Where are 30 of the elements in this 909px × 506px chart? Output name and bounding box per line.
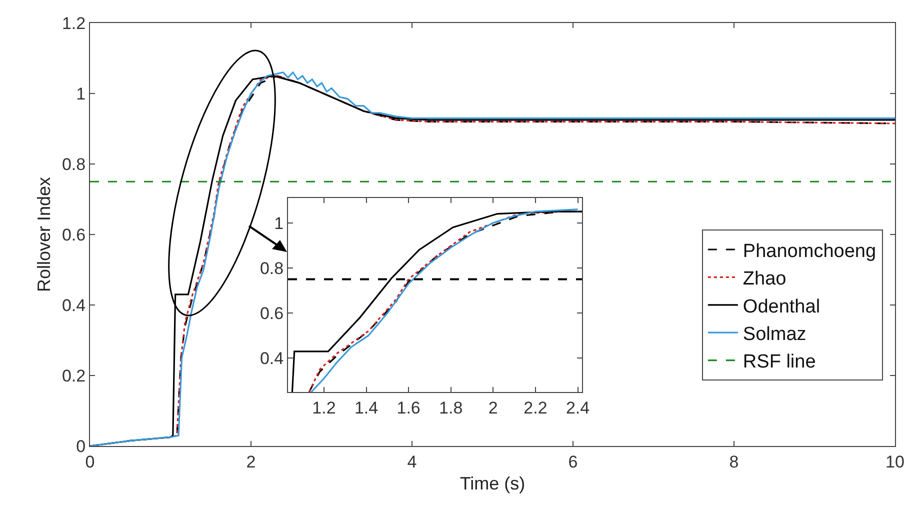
y-tick-label: 1 (274, 214, 284, 233)
y-axis-title: Rollover Index (34, 176, 54, 292)
y-tick-label: 0.4 (62, 296, 86, 315)
x-tick-label: 2 (488, 398, 498, 418)
legend-label: Solmaz (742, 324, 806, 345)
x-tick-label: 1.8 (439, 398, 463, 418)
legend-label: Phanomchoeng (742, 240, 876, 262)
y-tick-label: 1.2 (62, 14, 86, 33)
x-tick-label: 10 (886, 452, 904, 472)
legend-label: Odenthal (742, 296, 820, 318)
y-tick-label: 0.8 (62, 154, 86, 174)
y-tick-label: 0.6 (62, 225, 86, 244)
y-tick-label: 0.6 (260, 304, 284, 323)
x-tick-label: 8 (729, 452, 739, 472)
y-tick-label: 0.8 (260, 258, 284, 278)
y-tick-label: 0 (76, 436, 86, 456)
x-tick-label: 2.4 (566, 398, 590, 418)
x-tick-label: 6 (568, 452, 578, 472)
y-tick-label: 0.4 (260, 349, 284, 368)
legend-label: Zhao (742, 268, 786, 290)
x-tick-label: 1.4 (354, 398, 378, 418)
x-tick-label: 1.2 (312, 398, 336, 418)
legend-label: RSF line (742, 352, 816, 373)
x-tick-label: 2.2 (524, 398, 548, 418)
x-tick-label: 2 (246, 452, 256, 472)
x-tick-label: 4 (407, 452, 417, 472)
y-tick-label: 1 (76, 84, 86, 104)
x-tick-label: 1.6 (396, 398, 420, 418)
y-tick-label: 0.2 (62, 366, 86, 386)
x-axis-title: Time (s) (460, 474, 526, 494)
